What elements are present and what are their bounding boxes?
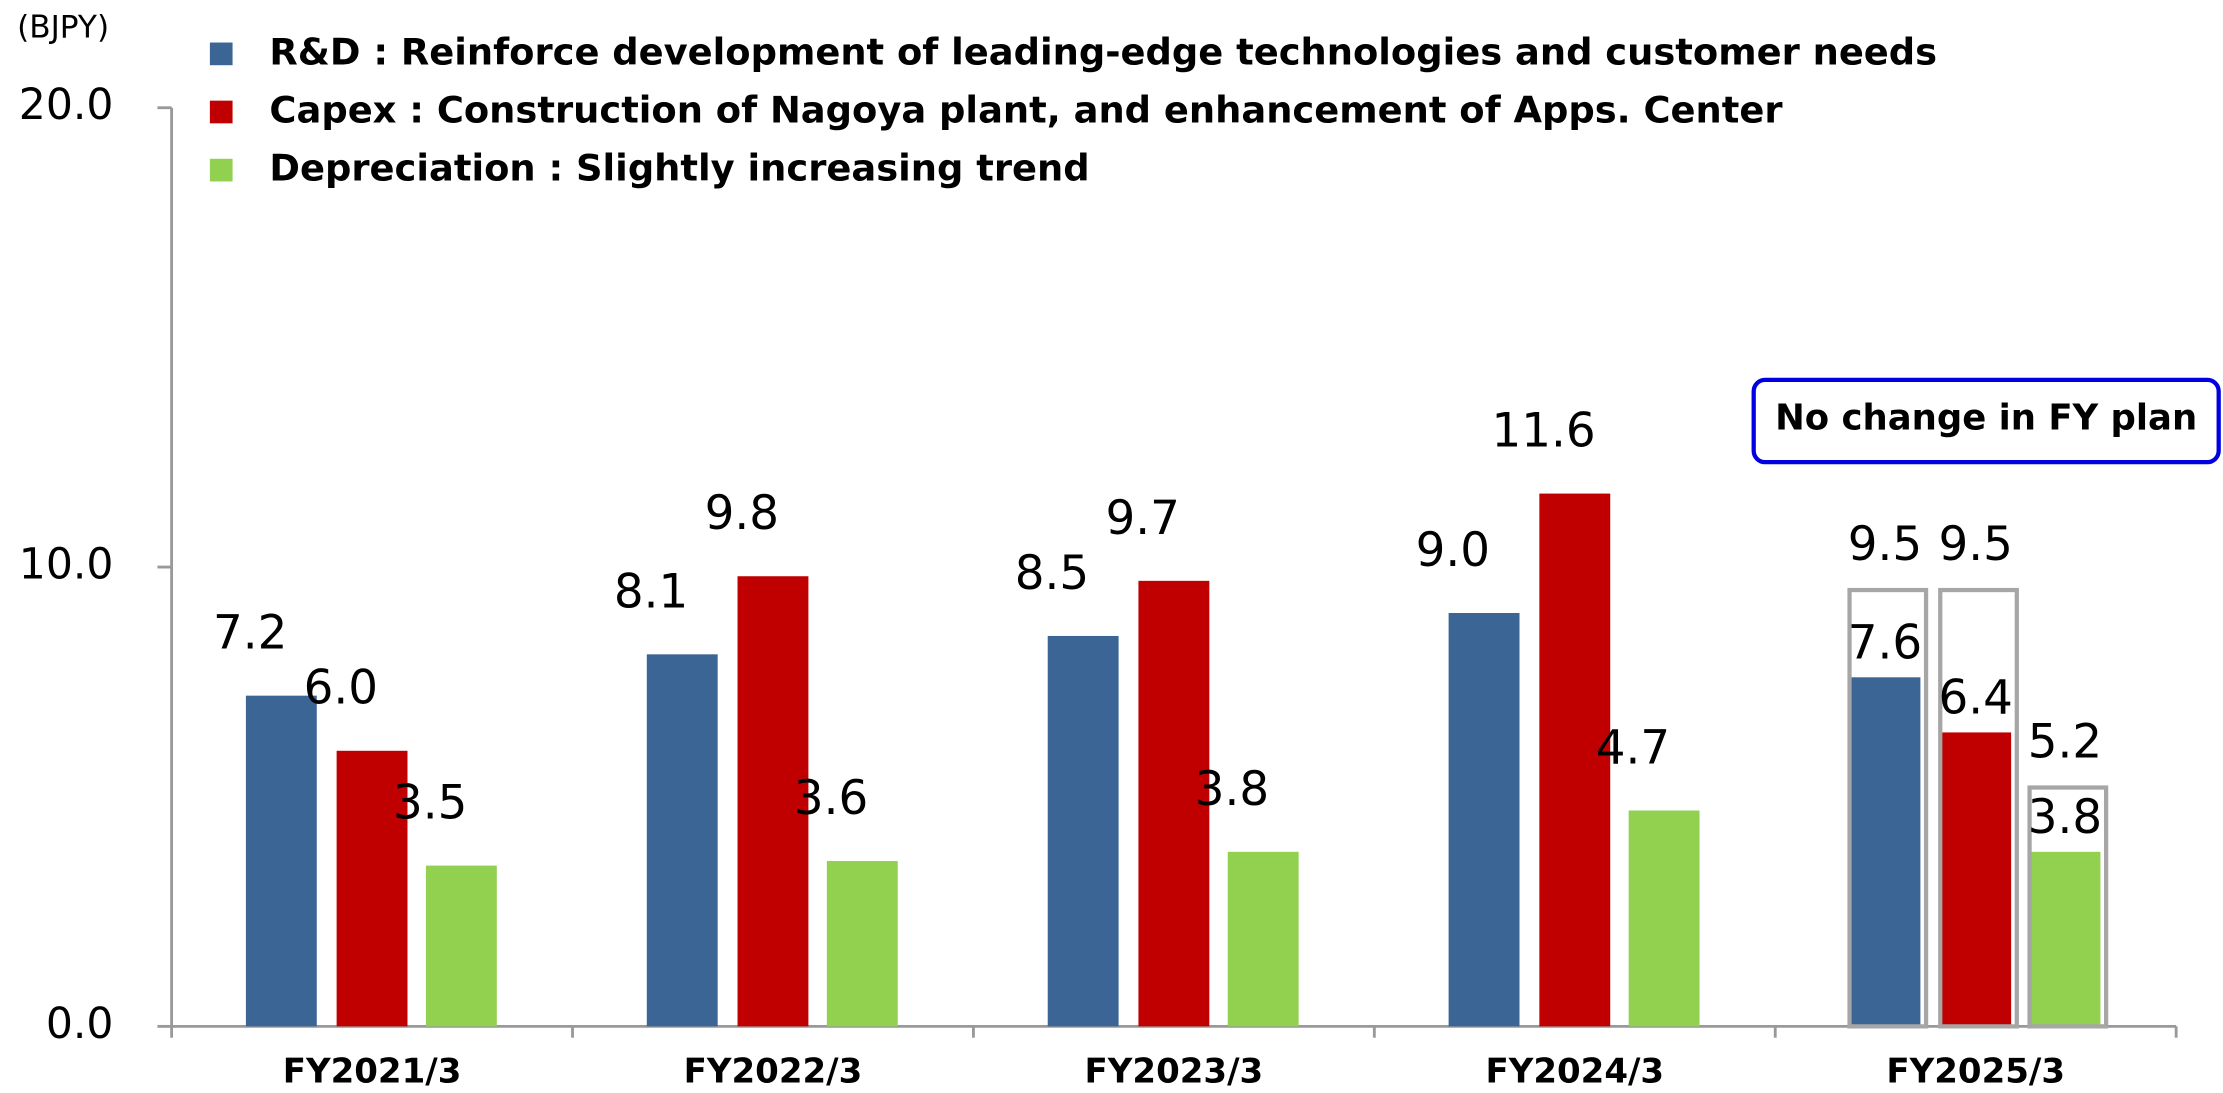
y-tick-label: 0.0 xyxy=(46,1000,114,1049)
value-label: 7.6 xyxy=(1848,617,1922,671)
legend-marker xyxy=(209,100,233,124)
plan-label: 9.5 xyxy=(1939,518,2013,572)
annotation: No change in FY plan xyxy=(1775,398,2197,439)
bar xyxy=(1628,810,1700,1027)
value-label: 9.8 xyxy=(705,487,779,541)
legend-marker xyxy=(209,42,233,66)
x-tick-label: FY2025/3 xyxy=(1886,1052,2065,1092)
legend-label: Depreciation : Slightly increasing trend xyxy=(269,147,1089,190)
value-label: 3.5 xyxy=(393,777,467,831)
value-label: 9.0 xyxy=(1416,524,1490,578)
bar xyxy=(737,576,809,1027)
bar xyxy=(1227,851,1299,1027)
bar xyxy=(2029,851,2101,1027)
x-tick-label: FY2024/3 xyxy=(1485,1052,1664,1092)
plan-outline xyxy=(2027,785,2109,1029)
bar xyxy=(1940,732,2012,1027)
plan-outline xyxy=(1938,587,2019,1029)
value-label: 8.5 xyxy=(1015,547,1089,601)
legend-marker xyxy=(209,158,233,182)
value-label: 3.8 xyxy=(2028,791,2102,845)
plan-label: 5.2 xyxy=(2028,715,2102,769)
y-tick-label: 10.0 xyxy=(19,541,114,590)
bar xyxy=(425,865,497,1027)
value-label: 11.6 xyxy=(1492,405,1596,459)
annotation-box xyxy=(1751,377,2221,465)
bar xyxy=(646,654,718,1027)
bar xyxy=(1539,493,1611,1027)
unit-label: (BJPY) xyxy=(17,9,109,45)
x-tick-label: FY2023/3 xyxy=(1085,1052,1264,1092)
value-label: 7.2 xyxy=(213,607,287,661)
value-label: 8.1 xyxy=(614,565,688,619)
bar xyxy=(336,750,408,1027)
bar xyxy=(826,861,898,1027)
bar xyxy=(1849,677,1921,1027)
value-label: 3.8 xyxy=(1195,763,1269,817)
bar xyxy=(1047,635,1119,1027)
legend-label: R&D : Reinforce development of leading-e… xyxy=(269,30,1937,73)
legend-label: Capex : Construction of Nagoya plant, an… xyxy=(269,88,1783,131)
bar xyxy=(245,695,317,1027)
value-label: 9.7 xyxy=(1106,492,1180,546)
bar xyxy=(1138,580,1210,1027)
value-label: 6.4 xyxy=(1939,672,2013,726)
plan-label: 9.5 xyxy=(1848,518,1922,572)
bar xyxy=(1448,612,1520,1027)
value-label: 6.0 xyxy=(304,662,378,716)
x-tick-label: FY2022/3 xyxy=(684,1052,863,1092)
plan-outline xyxy=(1847,587,1929,1029)
value-label: 4.7 xyxy=(1596,721,1670,775)
y-tick-label: 20.0 xyxy=(19,81,114,130)
x-tick-label: FY2021/3 xyxy=(283,1052,462,1092)
value-label: 3.6 xyxy=(794,772,868,826)
